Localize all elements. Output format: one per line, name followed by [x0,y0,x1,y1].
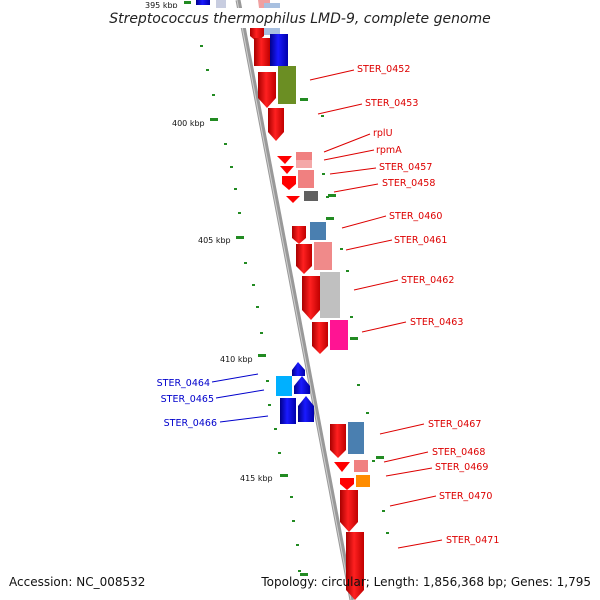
label-rpma[interactable]: rpmA [376,145,402,156]
gene-arrow-j[interactable] [340,478,354,490]
gene-ster0463-box[interactable] [330,320,348,350]
gene-ster0466-box[interactable] [280,398,296,424]
label-ster0467[interactable]: STER_0467 [428,419,481,430]
gene-small-4[interactable] [286,196,300,203]
gene-small-3[interactable] [282,176,296,190]
gene-blue-block[interactable] [270,34,288,66]
gene-arrow-l[interactable] [346,532,364,600]
gene-ster0453-arrow[interactable] [268,108,284,141]
gene-top-lightblue[interactable] [216,0,226,14]
gene-arrow-f[interactable] [302,276,320,320]
label-ster0464[interactable]: STER_0464 [157,378,210,389]
gene-small-2[interactable] [280,166,294,174]
gene-rpma-box[interactable] [296,160,312,168]
genome-backbone [235,0,355,600]
gene-top-blue[interactable] [196,0,210,5]
label-ster0463[interactable]: STER_0463 [410,317,463,328]
label-ster0471[interactable]: STER_0471 [446,535,499,546]
tick-label-415: 415 kbp [240,474,273,483]
label-ster0453[interactable]: STER_0453 [365,98,418,109]
gene-arrow-k[interactable] [340,490,358,532]
label-ster0452[interactable]: STER_0452 [357,64,410,75]
gene-ster0467-box[interactable] [348,422,364,454]
label-ster0465[interactable]: STER_0465 [161,394,214,405]
accession-label: Accession: NC_008532 [9,575,145,589]
label-ster0460[interactable]: STER_0460 [389,211,442,222]
label-lines-left [211,373,269,423]
gene-ster0457-box[interactable] [298,170,314,188]
gene-arrow-i[interactable] [334,462,350,472]
gene-arrow-d[interactable] [292,226,306,244]
label-ster0457[interactable]: STER_0457 [379,162,432,173]
label-rplu[interactable]: rplU [373,128,393,139]
tick-label-395: 395 kbp [145,1,178,10]
gene-ster0461-box[interactable] [314,242,332,270]
gene-ster0468-box[interactable] [354,460,368,472]
label-ster0462[interactable]: STER_0462 [401,275,454,286]
label-ster0470[interactable]: STER_0470 [439,491,492,502]
tick-label-400: 400 kbp [172,119,205,128]
tick-label-405: 405 kbp [198,236,231,245]
gene-arrow-h[interactable] [330,424,346,458]
gene-ster0452-box[interactable] [278,66,296,104]
gene-arrow-e[interactable] [296,244,312,274]
gene-ster0469-box[interactable] [356,475,370,487]
gene-ster0462-box[interactable] [320,272,340,318]
label-ster0461[interactable]: STER_0461 [394,235,447,246]
tick-label-410: 410 kbp [220,355,253,364]
gene-ster0464-box[interactable] [276,376,292,396]
gene-rev-1[interactable] [292,362,305,376]
gene-rplu-box[interactable] [296,152,312,160]
topology-label: Topology: circular; Length: 1,856,368 bp… [260,575,591,589]
gene-arrow-c[interactable] [258,72,276,108]
gene-rev-2[interactable] [294,376,310,394]
label-ster0466[interactable]: STER_0466 [164,418,217,429]
page-title: Streptococcus thermophilus LMD-9, comple… [109,11,491,27]
title-backdrop [110,8,492,28]
gene-rev-3[interactable] [298,396,314,422]
gene-arrow-g[interactable] [312,322,328,354]
scale-dots [200,45,389,572]
gene-ster0458-box[interactable] [304,191,318,201]
label-ster0468[interactable]: STER_0468 [432,447,485,458]
label-ster0469[interactable]: STER_0469 [435,462,488,473]
label-ster0458[interactable]: STER_0458 [382,178,435,189]
gene-small-1[interactable] [277,156,292,164]
major-ticks [184,1,384,576]
gene-arrow-b[interactable] [254,38,270,66]
gene-ster0460-box[interactable] [310,222,326,240]
label-lines-right [309,69,443,549]
